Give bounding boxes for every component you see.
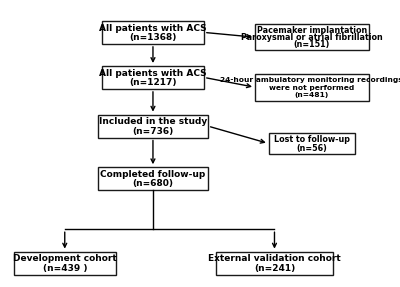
Text: (n=151): (n=151) [294,40,330,49]
Text: (n=241): (n=241) [254,263,295,273]
Text: were not performed: were not performed [269,85,354,91]
Text: Completed follow-up: Completed follow-up [100,170,206,179]
Text: (n=439 ): (n=439 ) [42,263,87,273]
FancyBboxPatch shape [102,66,204,89]
Text: (n=481): (n=481) [294,92,329,98]
Text: Lost to follow-up: Lost to follow-up [274,135,350,144]
Text: (n=56): (n=56) [296,144,327,153]
FancyBboxPatch shape [255,74,368,101]
Text: External validation cohort: External validation cohort [208,254,341,263]
Text: (n=1368): (n=1368) [129,33,177,42]
Text: All patients with ACS: All patients with ACS [99,69,207,78]
Text: (n=680): (n=680) [132,179,174,188]
FancyBboxPatch shape [255,24,368,50]
Text: Paroxysmal or atrial fibrillation: Paroxysmal or atrial fibrillation [241,33,382,42]
FancyBboxPatch shape [269,133,355,154]
Text: 24-hour ambulatory monitoring recordings: 24-hour ambulatory monitoring recordings [220,77,400,83]
Text: Development cohort: Development cohort [13,254,117,263]
Text: All patients with ACS: All patients with ACS [99,24,207,33]
FancyBboxPatch shape [14,251,116,275]
FancyBboxPatch shape [98,167,208,190]
Text: (n=736): (n=736) [132,127,174,136]
Text: Pacemaker implantation: Pacemaker implantation [256,26,367,35]
FancyBboxPatch shape [98,115,208,137]
FancyBboxPatch shape [216,251,333,275]
Text: (n=1217): (n=1217) [129,78,177,87]
FancyBboxPatch shape [102,21,204,44]
Text: Included in the study: Included in the study [99,117,207,126]
